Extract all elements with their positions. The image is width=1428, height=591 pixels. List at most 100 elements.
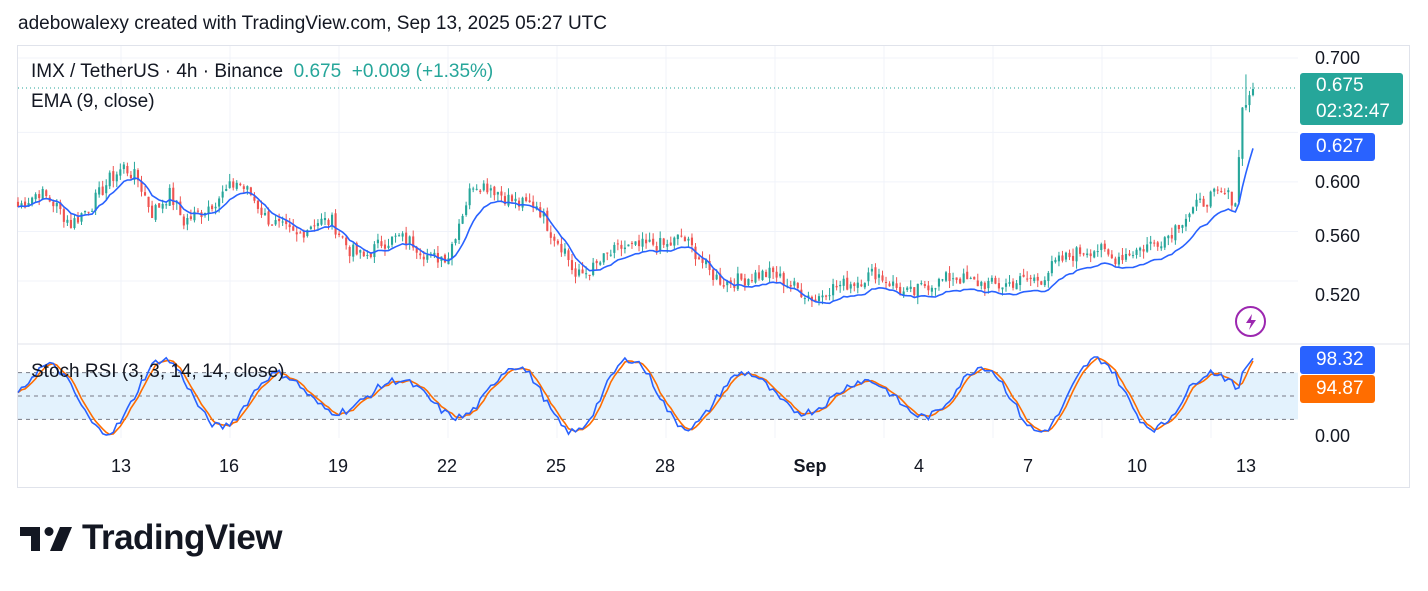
candle-body (256, 200, 260, 209)
bar-countdown: 02:32:47 (1316, 101, 1390, 122)
candle-body (1040, 281, 1043, 285)
candle-body (140, 181, 143, 192)
candle-body (1135, 249, 1138, 255)
candle-body (472, 188, 475, 190)
candle-body (1114, 258, 1117, 265)
candle-body (1223, 192, 1226, 194)
candle-body (923, 284, 926, 287)
candle-body (62, 209, 65, 222)
symbol-legend[interactable]: IMX / TetherUS · 4h · Binance 0.675 +0.0… (31, 61, 493, 83)
candle-body (546, 210, 549, 231)
candle-body (345, 237, 348, 246)
candle-body (454, 239, 457, 244)
candle-body (824, 295, 828, 297)
candle-body (1149, 241, 1152, 244)
candle-body (980, 281, 983, 286)
x-tick-label: 25 (545, 456, 567, 476)
candle-body (955, 277, 958, 280)
candle-body (772, 267, 775, 273)
candle-body (253, 196, 256, 201)
x-tick-label: 13 (110, 456, 132, 476)
candle-body (228, 181, 231, 188)
candle-body (20, 203, 23, 207)
candle-body (249, 187, 252, 196)
x-tick-label: 19 (327, 456, 349, 476)
candle-body (1202, 198, 1205, 207)
candle-body (570, 260, 574, 271)
candle-body (263, 212, 267, 215)
x-tick-label: 4 (913, 456, 925, 476)
candle-body (740, 273, 743, 280)
candle-body (1177, 225, 1180, 230)
candle-body (136, 170, 140, 181)
candle-body (154, 205, 157, 220)
candle-body (443, 254, 447, 263)
candle-body (1064, 252, 1068, 260)
candle-body (743, 278, 746, 286)
candle-body (503, 196, 507, 205)
candle-body (761, 270, 764, 280)
candle-body (292, 226, 295, 231)
candle-body (613, 244, 616, 253)
candle-body (1022, 274, 1025, 277)
candle-body (574, 268, 577, 277)
candle-body (465, 205, 468, 215)
candle-body (542, 212, 545, 217)
candle-body (1248, 95, 1251, 106)
candle-body (366, 254, 369, 256)
candle-body (839, 284, 842, 287)
candle-body (1199, 198, 1202, 200)
candle-body (398, 235, 401, 237)
candle-body (161, 203, 164, 209)
candle-body (694, 246, 697, 260)
candle-body (278, 218, 281, 222)
candle-body (906, 287, 909, 290)
tradingview-wordmark: TradingView (82, 518, 283, 557)
candle-body (450, 244, 454, 259)
lightning-icon[interactable] (1235, 306, 1266, 337)
candle-body (842, 278, 845, 286)
candle-body (934, 288, 937, 290)
candle-body (390, 236, 394, 245)
candle-body (1004, 283, 1008, 287)
candle-body (143, 192, 147, 196)
candle-body (948, 273, 951, 281)
candle-body (306, 230, 309, 236)
candle-body (676, 234, 679, 240)
ema-legend[interactable]: EMA (9, close) (31, 91, 155, 113)
candle-body (383, 244, 387, 249)
candle-body (517, 200, 521, 207)
x-tick-label: Sep (793, 456, 827, 476)
k-value-tag: 98.32 (1300, 346, 1375, 374)
candle-body (482, 183, 485, 191)
candle-body (489, 188, 492, 191)
x-tick-label: 22 (436, 456, 458, 476)
candle-body (877, 274, 881, 278)
symbol-label: IMX / TetherUS · 4h · Binance (31, 61, 284, 82)
stoch-legend[interactable]: Stoch RSI (3, 3, 14, 14, close) (31, 361, 284, 383)
candle-body (38, 194, 41, 199)
candle-body (408, 236, 411, 244)
candle-body (1043, 280, 1046, 286)
candle-body (69, 219, 72, 228)
candle-body (1230, 191, 1233, 206)
k-tag-value: 98.32 (1316, 349, 1364, 370)
candle-body (616, 243, 619, 245)
candle-body (112, 171, 115, 181)
candle-body (1107, 249, 1110, 255)
candle-body (592, 262, 595, 275)
candle-body (172, 187, 175, 205)
candle-body (1128, 253, 1131, 256)
candle-body (394, 235, 397, 237)
candle-body (334, 213, 337, 235)
candle-body (1008, 282, 1011, 284)
header-attribution: adebowalexy created with TradingView.com… (18, 13, 607, 34)
candle-body (1026, 278, 1029, 280)
stoch-label: Stoch RSI (3, 3, 14, 14, close) (31, 361, 285, 382)
candle-body (323, 218, 327, 221)
candle-body (98, 187, 101, 195)
candle-body (705, 260, 708, 265)
candle-body (369, 253, 372, 258)
candle-body (1146, 244, 1149, 252)
